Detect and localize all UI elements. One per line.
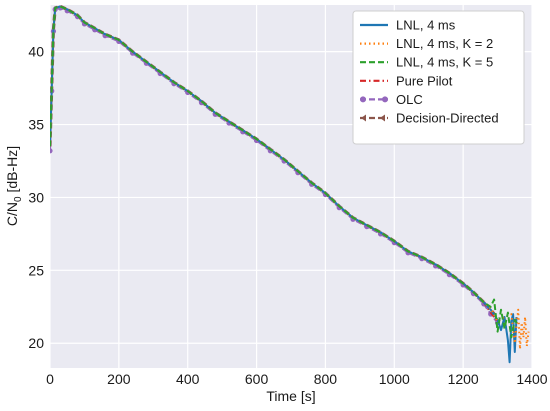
y-axis-label-main: C/N: [4, 202, 20, 226]
data-point: [50, 148, 53, 154]
legend-label: LNL, 4 ms, K = 5: [396, 55, 493, 70]
y-tick-label: 20: [28, 335, 44, 351]
series-lnl-4-ms-k-5: [50, 5, 520, 339]
y-tick-labels: 20 25 30 35 40: [28, 44, 44, 352]
x-tick-label: 200: [107, 371, 131, 387]
y-axis-label: C/N0 [dB-Hz]: [4, 146, 24, 226]
series-line: [50, 6, 499, 324]
legend-marker: [380, 114, 385, 122]
legend-label: OLC: [396, 92, 423, 107]
legend-marker: [360, 96, 366, 103]
x-tick-labels: 0 200 400 600 800 1000 1200 1400: [46, 371, 548, 387]
legend-item: Decision-Directed: [360, 111, 499, 126]
legend: LNL, 4 ms LNL, 4 ms, K = 2 LNL, 4 ms, K = …: [352, 10, 525, 145]
legend-item: LNL, 4 ms, K = 2: [360, 36, 493, 51]
y-tick-label: 25: [28, 262, 44, 278]
legend-label: Decision-Directed: [396, 111, 499, 126]
legend-label: Pure Pilot: [396, 73, 453, 88]
x-tick-label: 400: [176, 371, 200, 387]
y-tick-label: 30: [28, 189, 44, 205]
x-tick-label: 800: [314, 371, 338, 387]
legend-label: LNL, 4 ms, K = 2: [396, 36, 493, 51]
legend-item: OLC: [360, 92, 423, 107]
legend-item: LNL, 4 ms, K = 5: [360, 55, 493, 70]
y-tick-label: 40: [28, 44, 44, 60]
x-tick-label: 1400: [516, 371, 547, 387]
y-tick-label: 35: [28, 117, 44, 133]
legend-label: LNL, 4 ms: [396, 18, 456, 33]
x-tick-label: 600: [245, 371, 269, 387]
y-axis-label-subscript: 0: [13, 196, 24, 202]
x-tick-label: 0: [46, 371, 54, 387]
legend-item: Pure Pilot: [360, 73, 453, 88]
grid-lines: [49, 5, 533, 368]
x-axis-label: Time [s]: [266, 388, 315, 404]
x-tick-label: 1200: [448, 371, 479, 387]
series-line: [50, 5, 520, 339]
series-layer: [50, 5, 530, 364]
legend-item: LNL, 4 ms: [360, 18, 456, 33]
y-axis-label-unit: [dB-Hz]: [4, 146, 20, 197]
x-tick-label: 1000: [379, 371, 410, 387]
legend-marker: [361, 114, 366, 122]
legend-box: [352, 10, 525, 145]
legend-marker: [382, 96, 388, 103]
